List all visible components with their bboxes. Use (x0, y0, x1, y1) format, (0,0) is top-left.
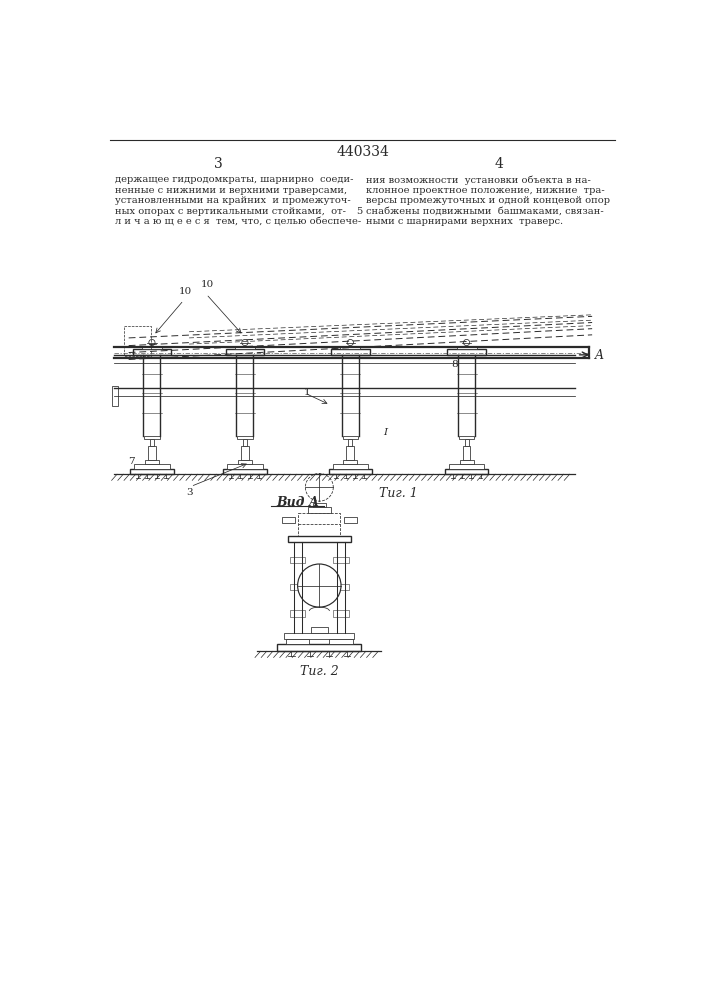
Bar (343, 436, 358, 439)
Text: снабжены подвижными  башмаками, связан-: снабжены подвижными башмаками, связан- (366, 207, 604, 216)
Bar (227, 464, 263, 469)
Bar (460, 460, 474, 464)
Bar (448, 349, 486, 355)
Text: 3: 3 (186, 488, 192, 497)
Text: ненные с нижними и верхними траверсами,: ненные с нижними и верхними траверсами, (115, 186, 347, 195)
Bar (333, 557, 349, 563)
Bar (241, 446, 249, 460)
Text: 10: 10 (200, 280, 214, 289)
Text: A: A (595, 349, 604, 362)
Circle shape (242, 339, 248, 346)
Bar (284, 633, 354, 639)
Text: I: I (383, 428, 387, 437)
Text: л и ч а ю щ е е с я  тем, что, с целью обеспече-: л и ч а ю щ е е с я тем, что, с целью об… (115, 217, 361, 226)
Bar (459, 436, 474, 439)
Bar (130, 469, 174, 474)
Bar (124, 326, 151, 356)
Text: ных опорах с вертикальными стойками,  от-: ных опорах с вертикальными стойками, от- (115, 207, 346, 216)
Bar (148, 446, 156, 460)
Text: установленными на крайних  и промежуточ-: установленными на крайних и промежуточ- (115, 196, 351, 205)
Bar (457, 346, 477, 349)
Bar (329, 469, 372, 474)
Text: ными с шарнирами верхних  траверс.: ными с шарнирами верхних траверс. (366, 217, 563, 226)
Text: держащее гидродомкраты, шарнирно  соеди-: держащее гидродомкраты, шарнирно соеди- (115, 175, 354, 184)
Bar (344, 517, 356, 523)
Bar (238, 460, 252, 464)
Bar (134, 464, 170, 469)
Bar (223, 469, 267, 474)
Bar (331, 349, 370, 355)
Bar (346, 446, 354, 460)
Bar (290, 584, 305, 590)
Circle shape (298, 564, 341, 607)
Bar (298, 513, 340, 536)
Text: 5: 5 (356, 207, 363, 216)
Text: клонное проектное положение, нижние  тра-: клонное проектное положение, нижние тра- (366, 186, 604, 195)
Circle shape (347, 339, 354, 346)
Bar (150, 439, 154, 446)
Bar (290, 557, 305, 563)
Bar (332, 464, 368, 469)
Bar (290, 610, 305, 617)
Bar (308, 507, 331, 513)
Bar (277, 644, 361, 651)
Bar (340, 346, 361, 349)
Text: 1: 1 (304, 388, 310, 397)
Bar (112, 386, 118, 406)
Text: 4: 4 (495, 157, 503, 171)
Bar (344, 460, 357, 464)
Bar (145, 460, 159, 464)
Bar (313, 503, 325, 507)
Bar (237, 436, 252, 439)
Circle shape (464, 339, 469, 346)
Bar (333, 584, 349, 590)
Bar (286, 639, 309, 644)
Bar (243, 439, 247, 446)
Bar (288, 536, 351, 542)
Text: 7: 7 (128, 457, 134, 466)
Bar (464, 439, 469, 446)
Text: версы промежуточных и одной концевой опор: версы промежуточных и одной концевой опо… (366, 196, 610, 205)
Text: Вид А: Вид А (276, 496, 319, 509)
Bar (349, 439, 352, 446)
Text: 3: 3 (214, 157, 223, 171)
Bar (462, 446, 470, 460)
Bar (235, 346, 255, 349)
Text: Τиг. 1: Τиг. 1 (379, 487, 418, 500)
Bar (282, 517, 295, 523)
Bar (333, 610, 349, 617)
Text: Τиг. 2: Τиг. 2 (300, 665, 339, 678)
Circle shape (149, 339, 155, 346)
Text: 10: 10 (179, 287, 192, 296)
Bar (142, 346, 162, 349)
Bar (311, 627, 328, 633)
Bar (449, 464, 484, 469)
Bar (144, 436, 160, 439)
Text: 8: 8 (451, 360, 457, 369)
Text: ния возможности  установки объекта в на-: ния возможности установки объекта в на- (366, 175, 591, 185)
Bar (329, 639, 353, 644)
Text: 440334: 440334 (337, 145, 389, 159)
Bar (445, 469, 489, 474)
Bar (226, 349, 264, 355)
Bar (132, 349, 171, 355)
